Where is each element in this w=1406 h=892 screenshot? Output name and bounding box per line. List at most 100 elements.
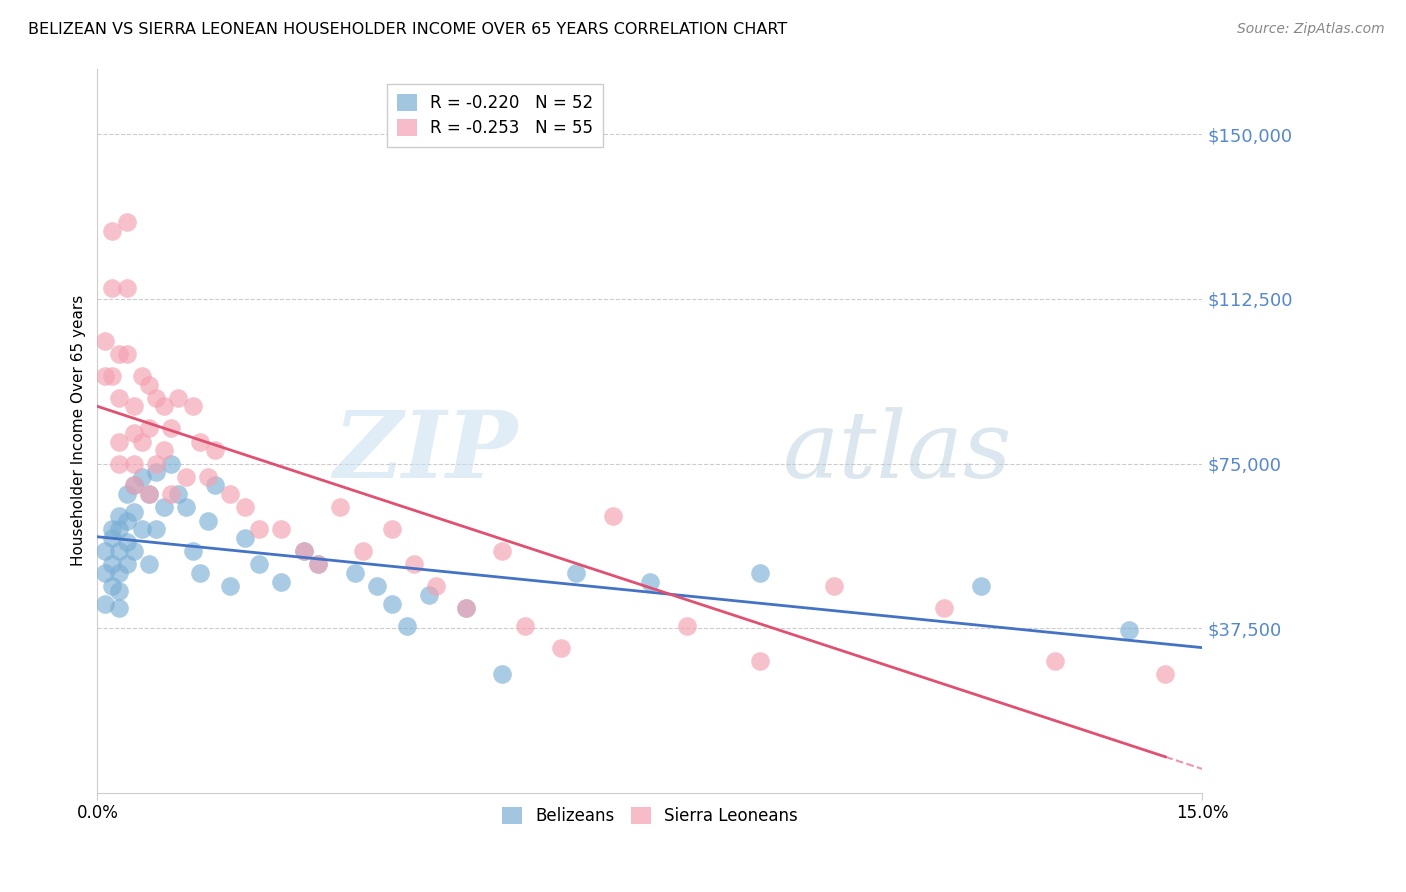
Point: [122, 544, 145, 558]
Point: [101, 531, 124, 545]
Point: [138, 377, 160, 392]
Point: [491, 544, 513, 558]
Point: [381, 522, 404, 536]
Point: [160, 421, 183, 435]
Point: [115, 514, 138, 528]
Point: [108, 347, 131, 361]
Point: [122, 425, 145, 440]
Point: [160, 457, 183, 471]
Point: [101, 522, 124, 536]
Point: [454, 601, 477, 615]
Point: [115, 487, 138, 501]
Point: [823, 579, 845, 593]
Point: [307, 558, 329, 572]
Point: [1043, 654, 1066, 668]
Point: [93, 334, 115, 348]
Point: [115, 535, 138, 549]
Point: [101, 579, 124, 593]
Point: [145, 522, 167, 536]
Point: [404, 558, 426, 572]
Text: atlas: atlas: [782, 408, 1012, 498]
Point: [138, 421, 160, 435]
Point: [329, 500, 352, 515]
Point: [292, 544, 315, 558]
Point: [307, 558, 329, 572]
Point: [1154, 667, 1177, 681]
Point: [93, 368, 115, 383]
Point: [418, 588, 440, 602]
Text: ZIP: ZIP: [333, 408, 517, 498]
Point: [1118, 624, 1140, 638]
Point: [115, 347, 138, 361]
Point: [152, 400, 174, 414]
Text: Source: ZipAtlas.com: Source: ZipAtlas.com: [1237, 22, 1385, 37]
Point: [167, 391, 190, 405]
Point: [152, 500, 174, 515]
Point: [122, 478, 145, 492]
Point: [204, 478, 226, 492]
Point: [219, 579, 242, 593]
Point: [602, 509, 624, 524]
Point: [247, 558, 270, 572]
Point: [93, 544, 115, 558]
Point: [565, 566, 588, 581]
Point: [145, 457, 167, 471]
Point: [513, 619, 536, 633]
Point: [115, 281, 138, 295]
Point: [550, 640, 572, 655]
Point: [352, 544, 374, 558]
Point: [491, 667, 513, 681]
Point: [101, 281, 124, 295]
Text: BELIZEAN VS SIERRA LEONEAN HOUSEHOLDER INCOME OVER 65 YEARS CORRELATION CHART: BELIZEAN VS SIERRA LEONEAN HOUSEHOLDER I…: [28, 22, 787, 37]
Y-axis label: Householder Income Over 65 years: Householder Income Over 65 years: [72, 295, 86, 566]
Point: [108, 434, 131, 449]
Legend: Belizeans, Sierra Leoneans: Belizeans, Sierra Leoneans: [492, 797, 808, 835]
Point: [233, 500, 256, 515]
Point: [270, 574, 292, 589]
Point: [270, 522, 292, 536]
Point: [174, 500, 197, 515]
Point: [108, 522, 131, 536]
Point: [108, 509, 131, 524]
Point: [101, 368, 124, 383]
Point: [190, 566, 212, 581]
Point: [247, 522, 270, 536]
Point: [122, 457, 145, 471]
Point: [145, 391, 167, 405]
Point: [749, 654, 772, 668]
Point: [122, 400, 145, 414]
Point: [197, 514, 219, 528]
Point: [204, 443, 226, 458]
Point: [101, 558, 124, 572]
Point: [675, 619, 697, 633]
Point: [233, 531, 256, 545]
Point: [344, 566, 367, 581]
Point: [638, 574, 661, 589]
Point: [454, 601, 477, 615]
Point: [108, 391, 131, 405]
Point: [93, 597, 115, 611]
Point: [749, 566, 772, 581]
Point: [131, 522, 153, 536]
Point: [292, 544, 315, 558]
Point: [108, 544, 131, 558]
Point: [395, 619, 418, 633]
Point: [115, 215, 138, 229]
Point: [197, 469, 219, 483]
Point: [174, 469, 197, 483]
Point: [181, 400, 204, 414]
Point: [152, 443, 174, 458]
Point: [131, 368, 153, 383]
Point: [160, 487, 183, 501]
Point: [970, 579, 993, 593]
Point: [425, 579, 447, 593]
Point: [138, 487, 160, 501]
Point: [115, 558, 138, 572]
Point: [122, 478, 145, 492]
Point: [190, 434, 212, 449]
Point: [381, 597, 404, 611]
Point: [101, 224, 124, 238]
Point: [131, 469, 153, 483]
Point: [145, 465, 167, 479]
Point: [131, 434, 153, 449]
